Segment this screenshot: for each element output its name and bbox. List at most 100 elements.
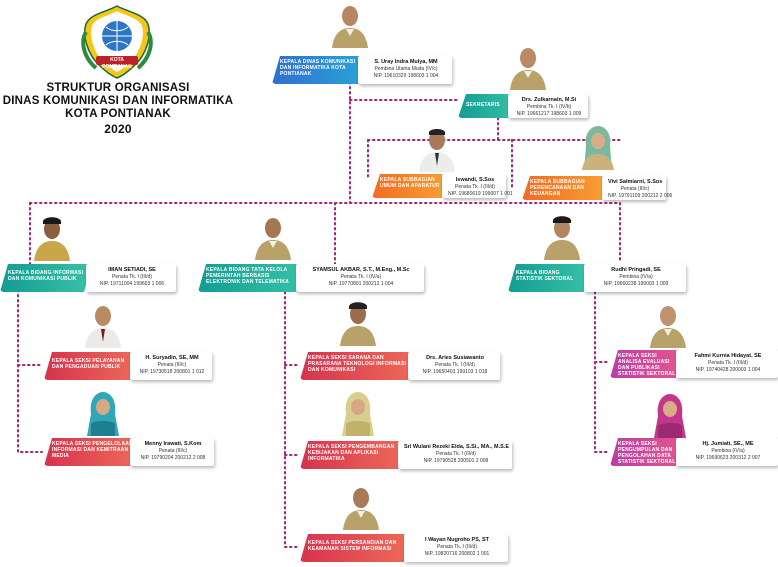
photo-kasi-pengelolaan xyxy=(83,390,123,436)
info-panel: Hj. Jumiati, SE., ME Pembina (IV/a) NIP.… xyxy=(676,438,778,466)
person-nip: NIP. 19790528 200501 2 008 xyxy=(423,457,489,464)
person-rank: Penata Tk. I (III/d) xyxy=(112,274,152,280)
person-nip: NIP. 19791109 200212 2 006 xyxy=(608,192,673,199)
photo-kasi-pengembangan xyxy=(338,390,378,436)
person-rank: Pembina (IV/a) xyxy=(711,448,745,454)
logo-text: KOTA PONTIANAK xyxy=(102,57,132,70)
person-nip: NIP. 19770801 200212 1 004 xyxy=(328,280,394,287)
node-kasi-persandian: KEPALA SEKSI PERSANDIAN DAN KEAMANAN SIS… xyxy=(300,534,508,562)
position-label: KEPALA SEKSI PENGUMPULAN DAN PENGOLAHAN … xyxy=(610,438,684,466)
person-rank: Penata Tk. I (III/d) xyxy=(436,451,476,457)
person-nip: NIP. 19661217 198603 1 009 xyxy=(516,110,582,117)
node-kasi-analisa: KEPALA SEKSI ANALISA EVALUASI DAN PUBLIK… xyxy=(610,350,778,378)
info-panel: Drs. Aries Susiawanto Penata Tk. I (III/… xyxy=(408,352,500,380)
title-line-2: DINAS KOMUNIKASI DAN INFORMATIKA xyxy=(2,95,234,107)
node-kasi-pengelolaan: KEPALA SEKSI PENGELOLAAN INFORMASI DAN K… xyxy=(44,438,214,466)
person-name: SYAMSUL AKBAR, S.T., M.Eng., M.Sc xyxy=(312,267,410,273)
title-line-3: KOTA PONTIANAK xyxy=(65,108,171,120)
info-panel: Menny Irawati, S.Kom Penata (III/c) NIP.… xyxy=(130,438,214,466)
position-label: KEPALA SEKSI ANALISA EVALUASI DAN PUBLIK… xyxy=(610,350,684,378)
person-rank: Penata Tk. I (III/d) xyxy=(437,544,477,550)
city-emblem-logo: KOTA PONTIANAK xyxy=(76,2,158,80)
person-nip: NIP. 19690623 200312 2 007 xyxy=(695,454,761,461)
person-name: IMAN SETIADI, SE xyxy=(108,267,156,273)
node-kabid-statistik: KEPALA BIDANG STATISTIK SEKTORAL Rudhi P… xyxy=(508,264,688,292)
person-nip: NIP. 19820716 200802 1 001 xyxy=(424,550,490,557)
chart-title: STRUKTUR ORGANISASI DINAS KOMUNIKASI DAN… xyxy=(0,82,236,136)
person-rank: Penata (III/c) xyxy=(157,362,187,368)
person-rank: Penata Tk. I (III/d) xyxy=(708,360,748,366)
person-nip: NIP. 19610329 198603 1 004 xyxy=(373,72,439,79)
photo-kabid-informasi xyxy=(32,215,72,261)
info-panel: Sri Wulani Rezeki Elda, S.Si., MA., M.S.… xyxy=(398,441,512,469)
info-panel: Rudhi Pringadi, SE Pembina (IV/a) NIP. 1… xyxy=(584,264,686,292)
info-panel: Drs. Zulkarnain, M.Si Pembina Tk. I (IV/… xyxy=(508,94,588,118)
person-name: I Wayan Nugroho PS, ST xyxy=(425,537,489,543)
info-panel: H. Suryadin, SE, MM Penata (III/c) NIP. … xyxy=(130,352,212,380)
node-kasi-pengumpulan: KEPALA SEKSI PENGUMPULAN DAN PENGOLAHAN … xyxy=(610,438,778,466)
node-kasi-pelayanan: KEPALA SEKSI PELAYANAN DAN PENGADUAN PUB… xyxy=(44,352,214,380)
line-informasi-children xyxy=(17,289,43,453)
person-name: H. Suryadin, SE, MM xyxy=(145,355,199,361)
photo-kasi-sarana xyxy=(338,300,378,346)
info-panel: SYAMSUL AKBAR, S.T., M.Eng., M.Sc Penata… xyxy=(296,264,424,292)
info-panel: IMAN SETIADI, SE Penata Tk. I (III/d) NI… xyxy=(86,264,176,292)
info-panel: Iswandi, S.Sos Penata Tk. I (III/d) NIP.… xyxy=(442,174,513,198)
position-label: KEPALA BIDANG TATA KELOLA PEMERINTAH BER… xyxy=(198,264,306,292)
person-nip: NIP. 19730518 200801 1 012 xyxy=(139,368,205,375)
position-label: KEPALA SUBBAGIAN UMUM DAN APARATUR xyxy=(372,174,450,198)
position-label: KEPALA SEKSI PERSANDIAN DAN KEAMANAN SIS… xyxy=(300,534,412,562)
person-rank: Pembina (IV/a) xyxy=(619,274,653,280)
position-label: KEPALA SEKSI PENGEMBANGAN KEBIJAKAN DAN … xyxy=(300,441,408,469)
person-rank: Pembina Tk. I (IV/b) xyxy=(526,104,572,110)
info-panel: Fahmi Kurnia Hidayat, SE Penata Tk. I (I… xyxy=(676,350,778,378)
position-label: KEPALA BIDANG INFORMASI DAN KOMUNIKASI P… xyxy=(0,264,92,292)
photo-kasi-analisa xyxy=(648,302,688,348)
person-nip: NIP. 19711004 199603 1 006 xyxy=(99,280,165,287)
node-kasi-sarana: KEPALA SEKSI SARANA DAN PRASARANA TEKNOL… xyxy=(300,352,500,380)
node-kasubbag-umum: KEPALA SUBBAGIAN UMUM DAN APARATUR Iswan… xyxy=(372,174,513,198)
person-nip: NIP. 19680619 199007 1 001 xyxy=(448,190,513,197)
node-sekretaris: SEKRETARIS Drs. Zulkarnain, M.Si Pembina… xyxy=(458,94,588,118)
person-name: S. Uray Indra Mulya, MM xyxy=(374,59,438,65)
photo-kasubbag-keuangan xyxy=(578,124,618,170)
photo-kasi-pengumpulan xyxy=(650,392,690,438)
person-name: Fahmi Kurnia Hidayat, SE xyxy=(694,353,762,359)
position-label: KEPALA SEKSI SARANA DAN PRASARANA TEKNOL… xyxy=(300,352,418,380)
position-label: KEPALA SUBBAGIAN PERENCANAAN DAN KEUANGA… xyxy=(522,176,610,200)
person-name: Iswandi, S.Sos xyxy=(455,177,495,183)
position-label: KEPALA SEKSI PELAYANAN DAN PENGADUAN PUB… xyxy=(44,352,140,380)
photo-kepala-dinas xyxy=(330,2,370,48)
person-nip: NIP. 19740428 200003 1 004 xyxy=(695,366,761,373)
photo-sekretaris xyxy=(508,44,548,90)
title-year: 2020 xyxy=(104,122,132,136)
node-kasubbag-keuangan: KEPALA SUBBAGIAN PERENCANAAN DAN KEUANGA… xyxy=(522,176,672,200)
node-kepala-dinas: KEPALA DINAS KOMUNIKASI DAN INFORMATIKA … xyxy=(272,56,452,84)
person-name: Vivi Salmiarni, S.Sos xyxy=(608,179,663,185)
person-name: Rudhi Pringadi, SE xyxy=(611,267,661,273)
line-egov-children xyxy=(284,291,299,548)
person-name: Sri Wulani Rezeki Elda, S.Si., MA., M.S.… xyxy=(404,444,510,450)
node-kabid-informasi: KEPALA BIDANG INFORMASI DAN KOMUNIKASI P… xyxy=(0,264,178,292)
person-nip: NIP. 19650403 199103 1 018 xyxy=(422,368,488,375)
photo-kasi-persandian xyxy=(341,484,381,530)
photo-kasubbag-umum xyxy=(417,126,457,172)
title-line-1: STRUKTUR ORGANISASI xyxy=(46,82,190,94)
photo-kabid-egov xyxy=(253,214,293,260)
photo-kabid-statistik xyxy=(542,214,582,260)
person-rank: Penata Tk. I (IV/a) xyxy=(340,274,382,280)
info-panel: S. Uray Indra Mulya, MM Pembina Utama Mu… xyxy=(358,56,452,84)
line-statistik-children xyxy=(594,291,609,453)
person-rank: Penata (III/c) xyxy=(158,448,188,454)
person-rank: Penata Tk. I (III/d) xyxy=(435,362,475,368)
person-name: Menny Irawati, S.Kom xyxy=(144,441,202,447)
node-kabid-egov: KEPALA BIDANG TATA KELOLA PEMERINTAH BER… xyxy=(198,264,424,292)
person-name: Drs. Aries Susiawanto xyxy=(426,355,484,361)
person-nip: NIP. 19660238 199003 1 009 xyxy=(603,280,669,287)
person-rank: Pembina Utama Muda (IV/c) xyxy=(374,66,438,72)
person-nip: NIP. 19790204 200212 2 008 xyxy=(140,454,206,461)
position-label: KEPALA BIDANG STATISTIK SEKTORAL xyxy=(508,264,592,292)
info-panel: Vivi Salmiarni, S.Sos Penata (III/c) NIP… xyxy=(602,176,673,200)
info-panel: I Wayan Nugroho PS, ST Penata Tk. I (III… xyxy=(404,534,508,562)
